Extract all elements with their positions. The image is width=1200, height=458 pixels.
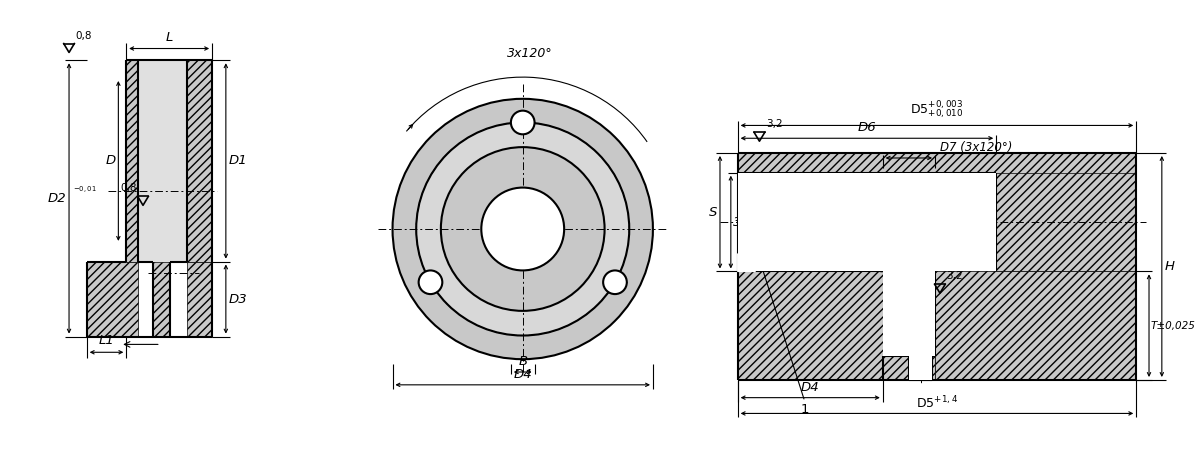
Text: D4: D4 — [514, 368, 532, 381]
Bar — [187, 60, 212, 262]
Bar — [738, 173, 996, 272]
Polygon shape — [738, 254, 756, 272]
Text: $_{-0,01}$: $_{-0,01}$ — [73, 185, 97, 196]
Bar — [187, 262, 212, 337]
Text: D2: D2 — [48, 192, 66, 205]
Text: S: S — [709, 206, 718, 219]
Circle shape — [392, 99, 653, 359]
Bar — [996, 173, 1136, 272]
Circle shape — [511, 111, 534, 134]
Circle shape — [419, 270, 443, 294]
Text: D: D — [106, 154, 115, 168]
Bar — [883, 272, 935, 356]
Bar — [152, 262, 169, 337]
Text: 3,2: 3,2 — [766, 120, 782, 130]
Text: 1: 1 — [800, 403, 809, 416]
Bar — [883, 356, 935, 380]
Text: D5$^{+1,4}$: D5$^{+1,4}$ — [916, 395, 958, 411]
Text: D5$^{+0,003}_{+0,010}$: D5$^{+0,003}_{+0,010}$ — [911, 100, 964, 121]
Circle shape — [440, 147, 605, 311]
Text: B: B — [518, 355, 527, 368]
Text: H: H — [1165, 260, 1175, 273]
Text: 3,2: 3,2 — [947, 271, 962, 281]
Text: 3: 3 — [733, 216, 742, 229]
Bar — [738, 153, 1136, 380]
Text: 0,8: 0,8 — [76, 31, 92, 41]
Text: L: L — [166, 31, 173, 44]
Text: D6: D6 — [858, 121, 876, 134]
Bar — [910, 353, 932, 380]
Bar — [86, 262, 138, 337]
Text: L1: L1 — [98, 334, 114, 347]
Text: 0,8: 0,8 — [120, 184, 137, 193]
Circle shape — [481, 188, 564, 270]
Circle shape — [604, 270, 626, 294]
Text: 3x120°: 3x120° — [506, 47, 552, 60]
Bar — [126, 60, 138, 262]
Text: D1: D1 — [229, 154, 247, 168]
Text: D7 (3x120°): D7 (3x120°) — [940, 141, 1013, 154]
Circle shape — [416, 122, 629, 336]
Bar — [738, 272, 883, 380]
Bar — [935, 272, 1136, 380]
Text: T±0,025: T±0,025 — [1151, 321, 1196, 331]
Bar — [138, 60, 187, 262]
Text: D4: D4 — [800, 381, 820, 394]
Text: D3: D3 — [229, 293, 247, 305]
